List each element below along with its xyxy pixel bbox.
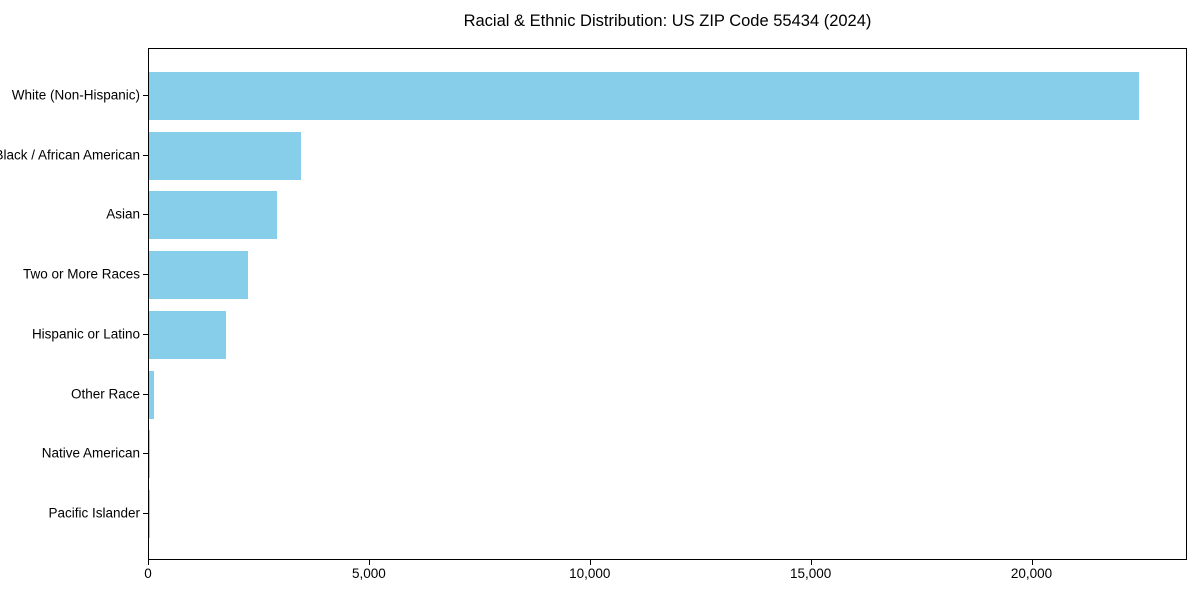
y-tick-mark (143, 393, 148, 395)
x-tick-mark (810, 560, 812, 565)
x-tick-label: 5,000 (351, 566, 386, 581)
bar (149, 310, 227, 359)
bar (149, 131, 302, 180)
bar (149, 370, 154, 419)
chart-title: Racial & Ethnic Distribution: US ZIP Cod… (463, 12, 872, 30)
y-tick-mark (143, 274, 148, 276)
plot-area (148, 48, 1187, 560)
x-tick-mark (589, 560, 591, 565)
x-tick-mark (368, 560, 370, 565)
y-tick-mark (143, 154, 148, 156)
y-tick-label: Two or More Races (22, 266, 140, 282)
bar (149, 430, 151, 479)
y-tick-label: Black / African American (0, 147, 140, 163)
y-tick-label: Pacific Islander (48, 505, 140, 521)
x-tick-label: 20,000 (1010, 566, 1053, 581)
y-tick-label: Asian (106, 206, 140, 222)
x-tick-label: 15,000 (789, 566, 832, 581)
y-tick-mark (143, 95, 148, 96)
y-tick-mark (143, 513, 148, 514)
y-tick-mark (143, 453, 148, 455)
y-tick-label: Other Race (70, 386, 140, 402)
y-tick-mark (143, 333, 148, 335)
y-tick-label: Native American (41, 445, 140, 461)
x-tick-mark (1031, 560, 1033, 565)
y-tick-label: Hispanic or Latino (31, 326, 140, 342)
y-tick-mark (143, 214, 148, 216)
bar (149, 72, 1139, 120)
y-tick-label: White (Non-Hispanic) (11, 87, 140, 103)
bar (149, 191, 278, 240)
x-tick-mark (148, 560, 149, 565)
x-tick-label: 10,000 (569, 566, 611, 581)
bar (149, 251, 249, 300)
x-tick-label: 0 (144, 566, 152, 581)
